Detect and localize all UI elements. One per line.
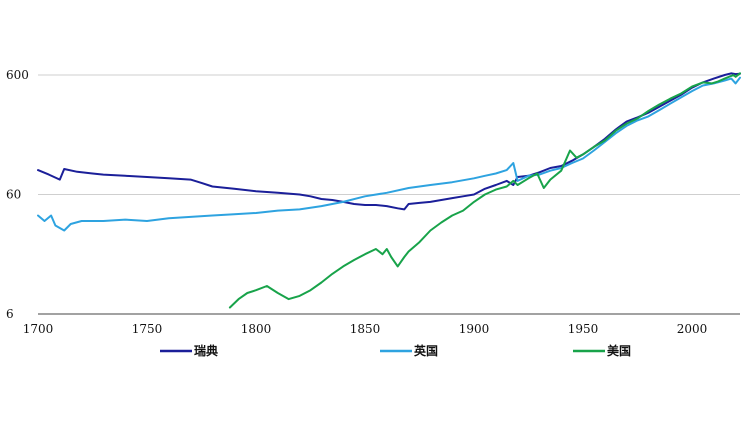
x-tick-label: 2000 <box>677 322 708 336</box>
axes: 6 60 600 1700 1750 1800 1850 1900 1950 2000 <box>6 68 740 336</box>
y-tick-label: 600 <box>6 68 29 82</box>
legend-label-1: 英国 <box>414 343 438 358</box>
series-lines <box>37 72 741 309</box>
gridlines <box>38 74 740 195</box>
legend-label-0: 瑞典 <box>194 343 218 358</box>
x-tick-label: 1700 <box>23 322 54 336</box>
x-tick-label: 1950 <box>568 322 599 336</box>
x-tick-label: 1750 <box>132 322 163 336</box>
series-line-0 <box>37 72 741 211</box>
y-tick-label: 6 <box>6 307 14 321</box>
x-tick-label: 1800 <box>241 322 272 336</box>
legend: 瑞典 英国 美国 <box>160 343 631 358</box>
series-line-1 <box>37 76 741 232</box>
y-tick-label: 60 <box>6 188 21 202</box>
x-tick-label: 1850 <box>350 322 381 336</box>
legend-label-2: 美国 <box>607 343 631 358</box>
x-tick-label: 1900 <box>459 322 490 336</box>
series-line-2 <box>228 72 741 309</box>
